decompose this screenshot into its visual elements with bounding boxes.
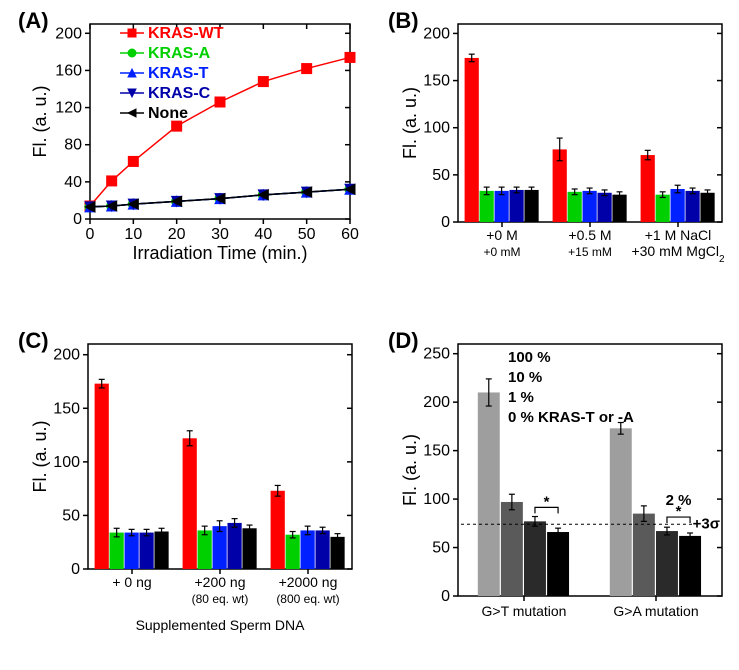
svg-text:Supplemented Sperm DNA: Supplemented Sperm DNA [136,617,306,633]
svg-text:+0.5 M: +0.5 M [568,227,611,243]
svg-text:200: 200 [53,347,80,364]
svg-text:30: 30 [211,226,229,243]
svg-text:Fl. (a. u.): Fl. (a. u.) [30,420,50,492]
svg-text:100: 100 [423,491,450,508]
svg-text:150: 150 [53,400,80,417]
svg-text:G>T mutation: G>T mutation [482,603,567,619]
svg-text:10 %: 10 % [508,369,542,386]
svg-text:(80 eq. wt): (80 eq. wt) [192,592,249,606]
svg-text:+2000 ng: +2000 ng [279,574,338,590]
svg-text:+ 0 ng: + 0 ng [112,574,151,590]
svg-text:Fl. (a. u.): Fl. (a. u.) [30,85,50,157]
svg-text:+30 mM MgCl2: +30 mM MgCl2 [631,243,725,265]
svg-text:150: 150 [423,73,450,90]
svg-text:(800 eq. wt): (800 eq. wt) [276,592,339,606]
svg-text:+0 M: +0 M [486,227,518,243]
svg-text:0: 0 [441,588,450,605]
svg-text:KRAS-T: KRAS-T [148,65,209,82]
svg-text:40: 40 [254,226,272,243]
svg-text:KRAS-A: KRAS-A [148,45,211,62]
svg-text:80: 80 [64,137,82,154]
svg-text:200: 200 [55,25,82,42]
svg-text:150: 150 [423,443,450,460]
svg-text:10: 10 [124,226,142,243]
svg-text:None: None [148,105,188,122]
svg-text:0 % KRAS-T or -A: 0 % KRAS-T or -A [508,409,634,426]
svg-text:*: * [676,503,682,520]
svg-text:0: 0 [86,226,95,243]
panel-a-chart: 0 10 20 30 40 50 60 0 40 80 120 160 200 Irradiation T… [30,14,360,264]
svg-text:120: 120 [55,100,82,117]
svg-text:160: 160 [55,62,82,79]
svg-text:50: 50 [432,540,450,557]
svg-text:KRAS-WT: KRAS-WT [148,25,224,42]
svg-text:200: 200 [423,25,450,42]
panel-b-chart: 0 50 100 150 200 Fl. (a. u.) +0 M +0 mM +0.5 M +1… [400,14,730,274]
svg-text:50: 50 [298,226,316,243]
panel-d-chart: 0 50 100 150 200 250 Fl. (a. u.) G>T mutation G>… [400,334,730,634]
svg-text:G>A mutation: G>A mutation [613,603,698,619]
svg-text:100: 100 [53,454,80,471]
svg-text:Fl. (a. u.): Fl. (a. u.) [400,434,420,506]
svg-text:KRAS-C: KRAS-C [148,85,211,102]
panel-c-chart: 0 50 100 150 200 Fl. (a. u.) + 0 ng +200 ng (80 … [30,334,360,634]
svg-text:20: 20 [168,226,186,243]
svg-text:100 %: 100 % [508,349,551,366]
svg-text:Irradiation Time (min.): Irradiation Time (min.) [132,243,307,263]
svg-text:Fl. (a. u.): Fl. (a. u.) [400,87,420,159]
svg-text:250: 250 [423,346,450,363]
svg-text:+3σ: +3σ [693,515,720,532]
svg-text:+1 M NaCl: +1 M NaCl [645,227,712,243]
svg-text:50: 50 [432,167,450,184]
svg-text:+200 ng: +200 ng [195,574,246,590]
svg-text:+15 mM: +15 mM [568,245,612,259]
svg-text:60: 60 [341,226,359,243]
svg-text:+0 mM: +0 mM [483,245,520,259]
svg-text:200: 200 [423,394,450,411]
svg-text:40: 40 [64,174,82,191]
svg-text:*: * [544,493,550,510]
svg-text:50: 50 [62,507,80,524]
svg-text:0: 0 [441,214,450,231]
svg-text:0: 0 [71,561,80,578]
svg-text:100: 100 [423,120,450,137]
svg-text:1 %: 1 % [508,389,534,406]
svg-text:0: 0 [73,211,82,228]
figure-container: (A) 010203040506004080120160200Irradiati… [0,0,739,670]
